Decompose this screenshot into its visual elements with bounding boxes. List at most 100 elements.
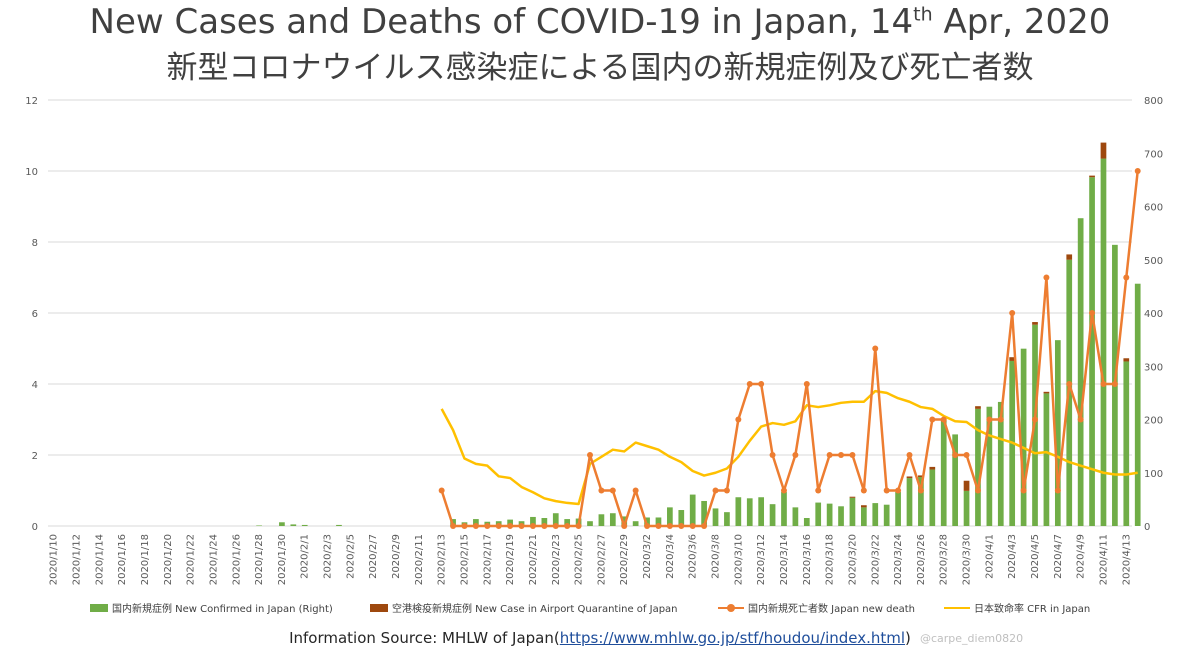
death-point (1054, 487, 1061, 494)
left-axis-tick-label: 4 (32, 380, 38, 391)
x-axis-tick-label: 2020/1/24 (208, 534, 219, 585)
axis-labels: 0 2 4 6 8 10 12 0 100 200 300 400 500 600 700 800 2020/1… (25, 96, 1163, 585)
bar-airport (849, 496, 856, 498)
death-point (792, 452, 799, 458)
death-point (598, 487, 605, 494)
bar-confirmed (724, 512, 730, 526)
bar-confirmed (541, 518, 548, 526)
death-point (1089, 310, 1096, 316)
death-point (461, 523, 468, 529)
bar-confirmed (621, 516, 628, 526)
bar-confirmed (975, 408, 981, 526)
bar-confirmed (712, 508, 719, 526)
source-link[interactable]: https://www.mhlw.go.jp/stf/houdou/index.… (559, 629, 906, 647)
death-point (758, 381, 765, 387)
bar-confirmed (507, 519, 513, 526)
bar-airport (906, 476, 913, 479)
x-axis-tick-label: 2020/2/19 (505, 534, 516, 585)
right-axis-tick-label: 300 (1144, 362, 1163, 373)
death-point (1032, 416, 1039, 423)
death-point (917, 487, 924, 494)
bar-confirmed (336, 524, 342, 526)
legend-item-cfr: 日本致命率 CFR in Japan (944, 600, 1090, 615)
death-point (484, 523, 491, 529)
death-point (1123, 274, 1130, 281)
death-point (1009, 310, 1016, 316)
death-point (906, 452, 913, 458)
x-axis-tick-label: 2020/2/3 (323, 534, 334, 579)
bar-confirmed (838, 506, 844, 526)
x-axis-tick-label: 2020/3/10 (733, 534, 744, 585)
bar-confirmed (769, 504, 776, 526)
x-axis-tick-label: 2020/3/22 (870, 534, 881, 585)
legend: 国内新規症例 New Confirmed in Japan (Right) 空港… (0, 600, 1200, 616)
x-axis-tick-label: 2020/2/1 (300, 534, 311, 579)
x-axis-tick-label: 2020/3/4 (665, 534, 676, 579)
death-point (701, 523, 708, 529)
bar-confirmed (861, 507, 867, 526)
death-point (986, 416, 993, 423)
bar-airport (929, 466, 936, 470)
death-point (678, 523, 685, 529)
x-axis-tick-label: 2020/2/21 (528, 534, 539, 585)
x-axis-tick-label: 2020/4/11 (1098, 534, 1109, 585)
bar-confirmed (632, 521, 639, 526)
x-axis-tick-label: 2020/1/26 (231, 534, 242, 585)
death-point (655, 523, 662, 529)
death-point (883, 487, 890, 494)
death-point (518, 523, 525, 529)
bar-airport (1043, 391, 1050, 394)
x-axis-tick-label: 2020/1/18 (140, 534, 151, 585)
bar-confirmed (473, 519, 479, 526)
death-point (1043, 274, 1050, 281)
x-axis-tick-label: 2020/3/12 (756, 534, 767, 585)
x-axis-tick-label: 2020/2/25 (574, 534, 585, 585)
bar-confirmed (826, 503, 833, 526)
bar-airport (1066, 254, 1073, 260)
death-point (860, 487, 867, 494)
bar-confirmed (815, 502, 822, 526)
x-axis-tick-label: 2020/2/29 (619, 534, 630, 585)
legend-swatch-deaths (718, 603, 744, 613)
x-axis-tick-label: 2020/4/7 (1053, 534, 1064, 579)
bar-confirmed (678, 510, 685, 526)
bar-confirmed (655, 517, 662, 526)
death-point (1077, 416, 1084, 423)
death-point (541, 523, 548, 529)
bar-airport (918, 475, 924, 478)
bar-confirmed (1123, 361, 1130, 526)
bar-confirmed (1077, 218, 1084, 526)
bar-confirmed (735, 497, 742, 526)
bar-confirmed (963, 490, 970, 526)
left-axis-tick-label: 12 (25, 96, 38, 107)
x-axis-tick-label: 2020/1/20 (163, 534, 174, 585)
death-point (472, 523, 479, 529)
bar-confirmed (918, 477, 924, 526)
bar-series (256, 142, 1141, 526)
x-axis-tick-label: 2020/3/16 (802, 534, 813, 585)
legend-item-airport: 空港検疫新規症例 New Case in Airport Quarantine … (370, 600, 678, 615)
bar-confirmed (564, 519, 571, 526)
source-note: Information Source: MHLW of Japan(https:… (289, 629, 911, 647)
bar-confirmed (290, 524, 297, 526)
x-axis-tick-label: 2020/1/12 (72, 534, 83, 585)
death-point (450, 523, 457, 529)
death-point (952, 452, 959, 458)
death-point (632, 487, 639, 494)
x-axis-tick-label: 2020/1/22 (186, 534, 197, 585)
right-axis-tick-label: 100 (1144, 469, 1163, 480)
bar-confirmed (279, 522, 285, 526)
x-axis-tick-label: 2020/2/7 (368, 534, 379, 579)
x-axis-tick-label: 2020/2/15 (459, 534, 470, 585)
death-point (769, 452, 776, 458)
death-point (1020, 487, 1027, 494)
x-axis-tick-label: 2020/4/3 (1007, 534, 1018, 579)
x-axis-tick-label: 2020/3/20 (847, 534, 858, 585)
left-axis-tick-label: 8 (32, 238, 38, 249)
chart-plot: 0 2 4 6 8 10 12 0 100 200 300 400 500 600 700 800 2020/1… (25, 96, 1163, 585)
death-point (723, 487, 730, 494)
right-axis-tick-label: 800 (1144, 96, 1163, 107)
right-axis-tick-label: 500 (1144, 256, 1163, 267)
legend-swatch-airport (370, 603, 388, 612)
death-point (712, 487, 719, 494)
